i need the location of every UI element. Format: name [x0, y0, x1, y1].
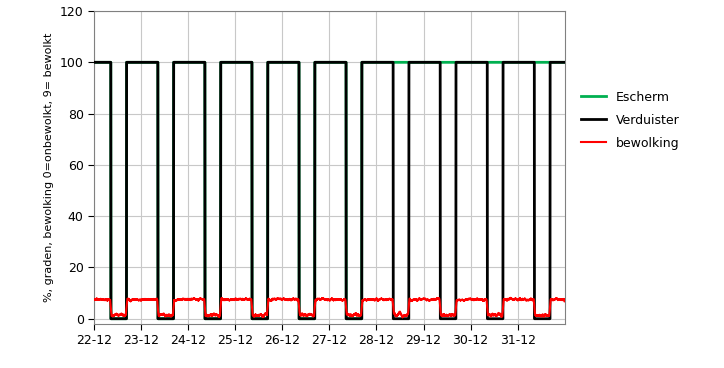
Escherm: [320, 60, 329, 64]
bewolking: [182, 297, 190, 302]
Escherm: [92, 60, 101, 64]
Y-axis label: %, graden, bewolking 0=onbewolkt, 9= bewolkt: %, graden, bewolking 0=onbewolkt, 9= bew…: [44, 33, 54, 302]
Verduister: [118, 316, 127, 321]
bewolking: [506, 296, 515, 300]
Escherm: [90, 60, 98, 64]
bewolking: [398, 315, 407, 319]
Escherm: [182, 60, 190, 64]
Verduister: [560, 60, 569, 64]
bewolking: [320, 297, 329, 301]
bewolking: [92, 297, 101, 301]
Escherm: [106, 316, 115, 321]
bewolking: [560, 299, 569, 304]
Verduister: [320, 60, 329, 64]
bewolking: [109, 314, 118, 318]
Verduister: [92, 60, 101, 64]
Verduister: [536, 316, 544, 321]
Verduister: [106, 316, 115, 321]
Escherm: [118, 316, 127, 321]
Line: bewolking: bewolking: [94, 298, 565, 317]
Verduister: [182, 60, 190, 64]
Legend: Escherm, Verduister, bewolking: Escherm, Verduister, bewolking: [576, 86, 684, 155]
Verduister: [90, 60, 98, 64]
Escherm: [560, 60, 569, 64]
Escherm: [536, 60, 544, 64]
bewolking: [118, 312, 127, 316]
Verduister: [109, 316, 118, 321]
bewolking: [90, 298, 98, 302]
Line: Escherm: Escherm: [94, 62, 565, 319]
Line: Verduister: Verduister: [94, 62, 565, 319]
Escherm: [109, 316, 118, 321]
bewolking: [536, 313, 544, 318]
